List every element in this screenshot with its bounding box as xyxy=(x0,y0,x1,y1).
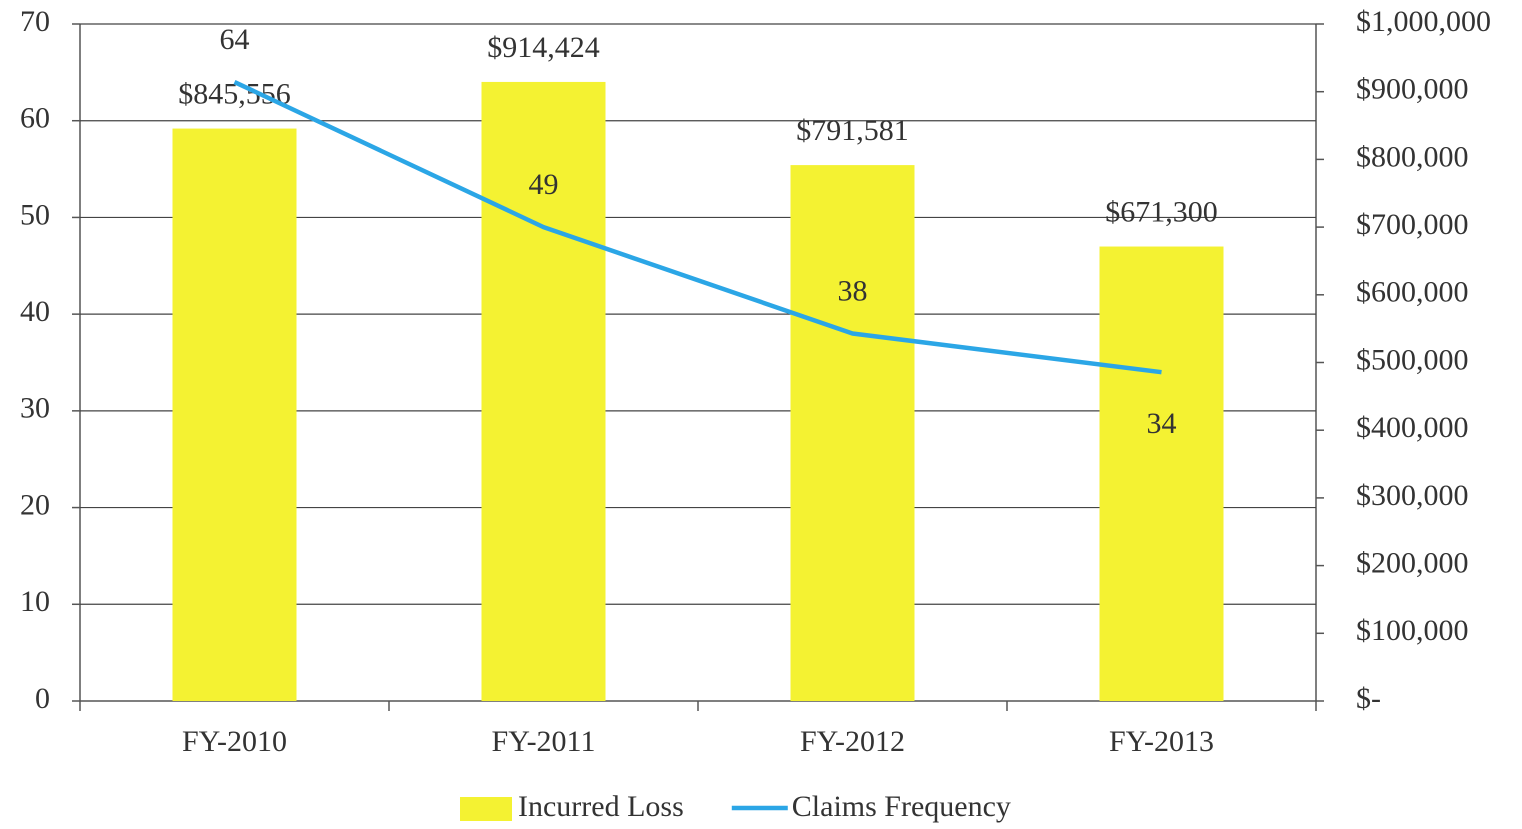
bar-value-label: $914,424 xyxy=(487,31,600,64)
y-tick-label: 40 xyxy=(20,295,50,328)
y-tick-label: 20 xyxy=(20,488,50,521)
line-value-label: 64 xyxy=(220,23,250,56)
y2-tick-label: $800,000 xyxy=(1356,140,1469,173)
y2-tick-label: $- xyxy=(1356,682,1381,715)
y-tick-label: 30 xyxy=(20,392,50,425)
y2-tick-label: $500,000 xyxy=(1356,343,1469,376)
x-tick-label: FY-2011 xyxy=(492,725,596,758)
legend-label: Incurred Loss xyxy=(518,790,684,823)
x-tick-label: FY-2012 xyxy=(800,725,905,758)
legend-swatch xyxy=(460,797,512,821)
y-tick-label: 0 xyxy=(35,682,50,715)
bar-value-label: $791,581 xyxy=(796,114,909,147)
y-tick-label: 50 xyxy=(20,198,50,231)
bar xyxy=(790,165,915,701)
y2-tick-label: $1,000,000 xyxy=(1356,5,1491,38)
bar xyxy=(1099,246,1224,701)
line xyxy=(233,79,1162,375)
bar-value-label: $671,300 xyxy=(1105,195,1218,228)
bar xyxy=(172,128,297,701)
legend-label: Claims Frequency xyxy=(792,790,1011,823)
y2-tick-label: $600,000 xyxy=(1356,276,1469,309)
bar xyxy=(481,81,606,702)
line-value-label: 34 xyxy=(1147,407,1177,440)
y2-tick-label: $400,000 xyxy=(1356,411,1469,444)
x-tick-label: FY-2013 xyxy=(1109,725,1214,758)
y-tick-label: 10 xyxy=(20,585,50,618)
y2-tick-label: $300,000 xyxy=(1356,479,1469,512)
y-tick-label: 60 xyxy=(20,102,50,135)
y2-tick-label: $700,000 xyxy=(1356,208,1469,241)
y2-tick-label: $200,000 xyxy=(1356,546,1469,579)
y-tick-label: 70 xyxy=(20,5,50,38)
y2-tick-label: $100,000 xyxy=(1356,614,1469,647)
line-value-label: 49 xyxy=(529,168,559,201)
line-value-label: 38 xyxy=(838,274,868,307)
y2-tick-label: $900,000 xyxy=(1356,73,1469,106)
x-tick-label: FY-2010 xyxy=(182,725,287,758)
